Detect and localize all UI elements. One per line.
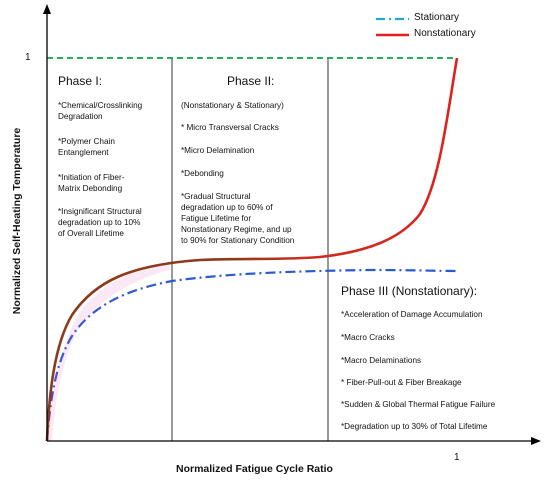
phase-3-item: *Macro Cracks (341, 333, 395, 342)
start-band (47, 262, 170, 441)
stationary-curve (45, 268, 458, 442)
phase-1-item-line: Degradation (58, 112, 103, 121)
phase-2-item-line: *Micro Delamination (181, 146, 255, 155)
phase-3-item: * Fiber-Pull-out & Fiber Breakage (341, 378, 462, 387)
phase-1-item: *Insignificant Structural degradation up… (58, 206, 142, 239)
phase-2-item: (Nonstationary & Stationary) (181, 100, 284, 111)
phase-2-item-line: * Micro Transversal Cracks (181, 123, 279, 132)
phase-1-item-line: *Insignificant Structural (58, 207, 142, 216)
phase-1-title: Phase I: (58, 74, 103, 88)
phase-3-item: *Sudden & Global Thermal Fatigue Failure (341, 400, 496, 409)
phase-1-item: *Polymer Chain Entanglement (58, 136, 115, 158)
phase-2-item: * Micro Transversal Cracks (181, 122, 279, 133)
phase-3-item: *Acceleration of Damage Accumulation (341, 310, 483, 319)
phase-1-item-line: Matrix Debonding (58, 184, 123, 193)
nonstationary-curve (45, 57, 459, 442)
phase-2-item-line: *Gradual Structural (181, 192, 251, 201)
legend-stationary-label: Stationary (414, 12, 460, 23)
phase-1-item-line: degradation up to 10% (58, 218, 141, 227)
phase-1-item-line: of Overall Lifetime (58, 229, 124, 238)
y-tick-label: 1 (25, 52, 31, 63)
phase-2-item-line: Fatigue Lifetime for (181, 214, 252, 223)
phase-2-item-line: (Nonstationary & Stationary) (181, 101, 284, 110)
phase-2-item: *Micro Delamination (181, 145, 254, 156)
phase-1-item-line: *Polymer Chain (58, 137, 115, 146)
phase-2-item-line: *Debonding (181, 169, 224, 178)
phase-3-title: Phase III (Nonstationary): (341, 284, 478, 298)
phase-2-item-line: degradation up to 60% of (181, 203, 273, 212)
phase-2-item: *Debonding (181, 168, 224, 179)
x-tick-label: 1 (454, 452, 460, 463)
phase-2-item-line: Nonstationary Regime, and up (181, 225, 292, 234)
y-axis-arrow (43, 4, 51, 14)
x-axis-title: Normalized Fatigue Cycle Ratio (176, 463, 333, 475)
legend-nonstationary-label: Nonstationary (414, 28, 476, 39)
phase-1-item: *Initiation of Fiber- Matrix Debonding (58, 172, 124, 194)
phase-1-item: *Chemical/Crosslinking Degradation (58, 100, 142, 122)
phase-2-item-line: to 90% for Stationary Condition (181, 236, 295, 245)
phase-3-item: *Degradation up to 30% of Total Lifetime (341, 422, 488, 431)
phase-2-item: *Gradual Structural degradation up to 60… (181, 191, 294, 246)
y-axis-title: Normalized Self-Heating Temperature (11, 127, 23, 315)
phase-1-item-line: *Initiation of Fiber- (58, 173, 125, 182)
phase-1-item-line: Entanglement (58, 148, 109, 157)
phase-2-title: Phase II: (227, 74, 275, 88)
x-axis-arrow (531, 437, 541, 445)
phase-1-item-line: *Chemical/Crosslinking (58, 101, 143, 110)
phase-3-item: *Macro Delaminations (341, 356, 422, 365)
